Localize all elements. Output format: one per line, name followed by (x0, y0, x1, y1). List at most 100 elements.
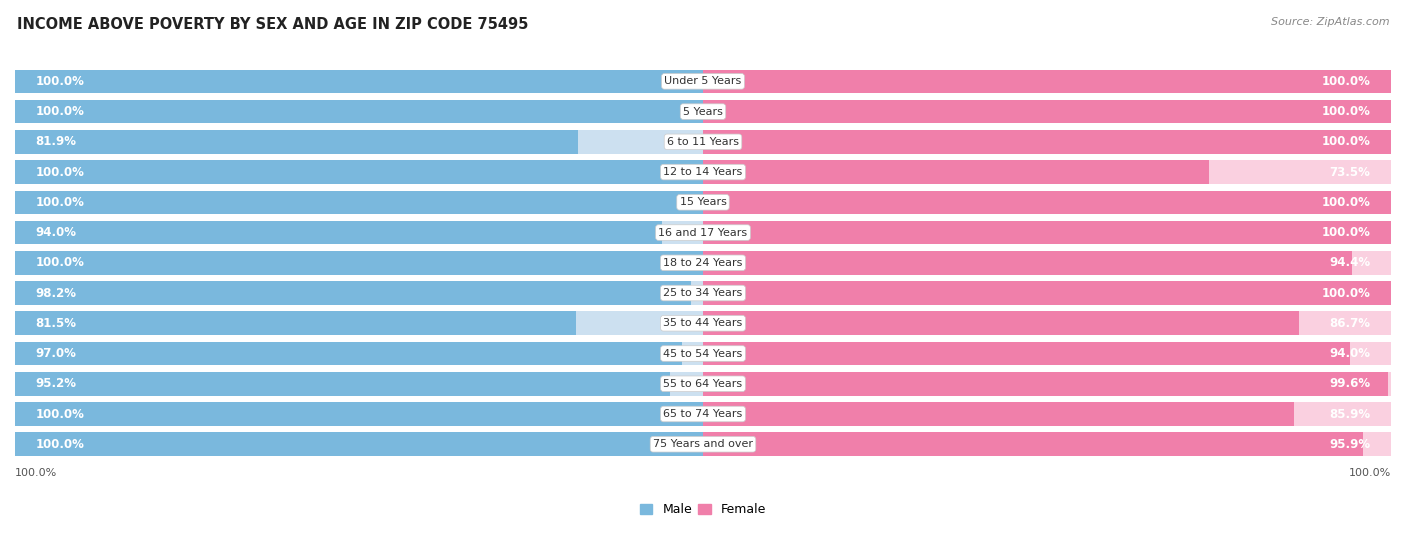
Text: 95.2%: 95.2% (35, 377, 77, 390)
Bar (15, 342, 1391, 366)
Bar (703, 130, 1391, 154)
Bar (703, 311, 1299, 335)
Text: 100.0%: 100.0% (35, 196, 84, 209)
Text: 100.0%: 100.0% (35, 438, 84, 451)
Bar (15, 100, 1391, 124)
Bar (15, 281, 703, 305)
Text: 97.0%: 97.0% (35, 347, 76, 360)
Bar (15, 130, 578, 154)
Bar (703, 342, 1350, 366)
Bar (15, 251, 1391, 274)
Text: 94.0%: 94.0% (1329, 347, 1371, 360)
Text: 12 to 14 Years: 12 to 14 Years (664, 167, 742, 177)
Bar (15, 160, 703, 184)
Text: 100.0%: 100.0% (1322, 105, 1371, 118)
Text: 100.0%: 100.0% (35, 105, 84, 118)
Bar (703, 311, 1391, 335)
Text: 15 Years: 15 Years (679, 197, 727, 207)
Bar (703, 191, 1391, 214)
Text: 5 Years: 5 Years (683, 107, 723, 117)
Text: 100.0%: 100.0% (35, 165, 84, 178)
Bar (15, 130, 1391, 154)
Bar (703, 221, 1391, 244)
Text: 55 to 64 Years: 55 to 64 Years (664, 379, 742, 389)
Bar (703, 221, 1391, 244)
Bar (703, 160, 1391, 184)
Bar (703, 251, 1391, 274)
Text: 86.7%: 86.7% (1329, 317, 1371, 330)
Bar (15, 402, 1391, 426)
Text: Under 5 Years: Under 5 Years (665, 77, 741, 86)
Text: INCOME ABOVE POVERTY BY SEX AND AGE IN ZIP CODE 75495: INCOME ABOVE POVERTY BY SEX AND AGE IN Z… (17, 17, 529, 32)
Legend: Male, Female: Male, Female (636, 498, 770, 521)
Bar (15, 69, 703, 93)
Text: 75 Years and over: 75 Years and over (652, 439, 754, 449)
Bar (703, 372, 1391, 396)
Bar (15, 221, 1391, 244)
Bar (15, 372, 671, 396)
Text: 81.9%: 81.9% (35, 135, 77, 148)
Text: 100.0%: 100.0% (35, 256, 84, 269)
Text: 99.6%: 99.6% (1329, 377, 1371, 390)
Text: 100.0%: 100.0% (1322, 196, 1371, 209)
Bar (703, 433, 1362, 456)
Text: 73.5%: 73.5% (1330, 165, 1371, 178)
Bar (703, 372, 1388, 396)
Text: 81.5%: 81.5% (35, 317, 77, 330)
Bar (703, 281, 1391, 305)
Text: 100.0%: 100.0% (1322, 135, 1371, 148)
Bar (703, 342, 1391, 366)
Text: 100.0%: 100.0% (15, 468, 58, 478)
Bar (15, 342, 682, 366)
Text: 94.0%: 94.0% (35, 226, 77, 239)
Text: 45 to 54 Years: 45 to 54 Years (664, 348, 742, 358)
Text: 65 to 74 Years: 65 to 74 Years (664, 409, 742, 419)
Bar (15, 160, 703, 184)
Bar (15, 311, 703, 335)
Text: 35 to 44 Years: 35 to 44 Years (664, 318, 742, 328)
Bar (703, 160, 1209, 184)
Text: 18 to 24 Years: 18 to 24 Years (664, 258, 742, 268)
Bar (15, 191, 703, 214)
Text: 95.9%: 95.9% (1329, 438, 1371, 451)
Bar (15, 433, 1391, 456)
Bar (15, 372, 703, 396)
Bar (15, 402, 703, 426)
Text: 100.0%: 100.0% (1348, 468, 1391, 478)
Bar (15, 130, 703, 154)
Bar (15, 311, 575, 335)
Bar (703, 402, 1294, 426)
Text: 100.0%: 100.0% (35, 75, 84, 88)
Bar (703, 281, 1391, 305)
Bar (15, 100, 703, 124)
Bar (703, 130, 1391, 154)
Text: 25 to 34 Years: 25 to 34 Years (664, 288, 742, 298)
Bar (15, 372, 1391, 396)
Bar (15, 402, 703, 426)
Text: 85.9%: 85.9% (1329, 408, 1371, 420)
Text: 6 to 11 Years: 6 to 11 Years (666, 137, 740, 147)
Text: 100.0%: 100.0% (1322, 75, 1371, 88)
Bar (703, 402, 1391, 426)
Bar (15, 69, 1391, 93)
Text: Source: ZipAtlas.com: Source: ZipAtlas.com (1271, 17, 1389, 27)
Text: 98.2%: 98.2% (35, 287, 77, 300)
Bar (703, 69, 1391, 93)
Bar (703, 100, 1391, 124)
Bar (15, 221, 662, 244)
Bar (15, 251, 703, 274)
Bar (15, 281, 690, 305)
Bar (703, 251, 1353, 274)
Bar (703, 433, 1391, 456)
Bar (15, 281, 1391, 305)
Bar (703, 100, 1391, 124)
Bar (15, 69, 703, 93)
Bar (15, 221, 703, 244)
Bar (15, 342, 703, 366)
Bar (15, 160, 1391, 184)
Text: 16 and 17 Years: 16 and 17 Years (658, 228, 748, 238)
Text: 94.4%: 94.4% (1329, 256, 1371, 269)
Bar (15, 100, 703, 124)
Bar (15, 433, 703, 456)
Bar (703, 69, 1391, 93)
